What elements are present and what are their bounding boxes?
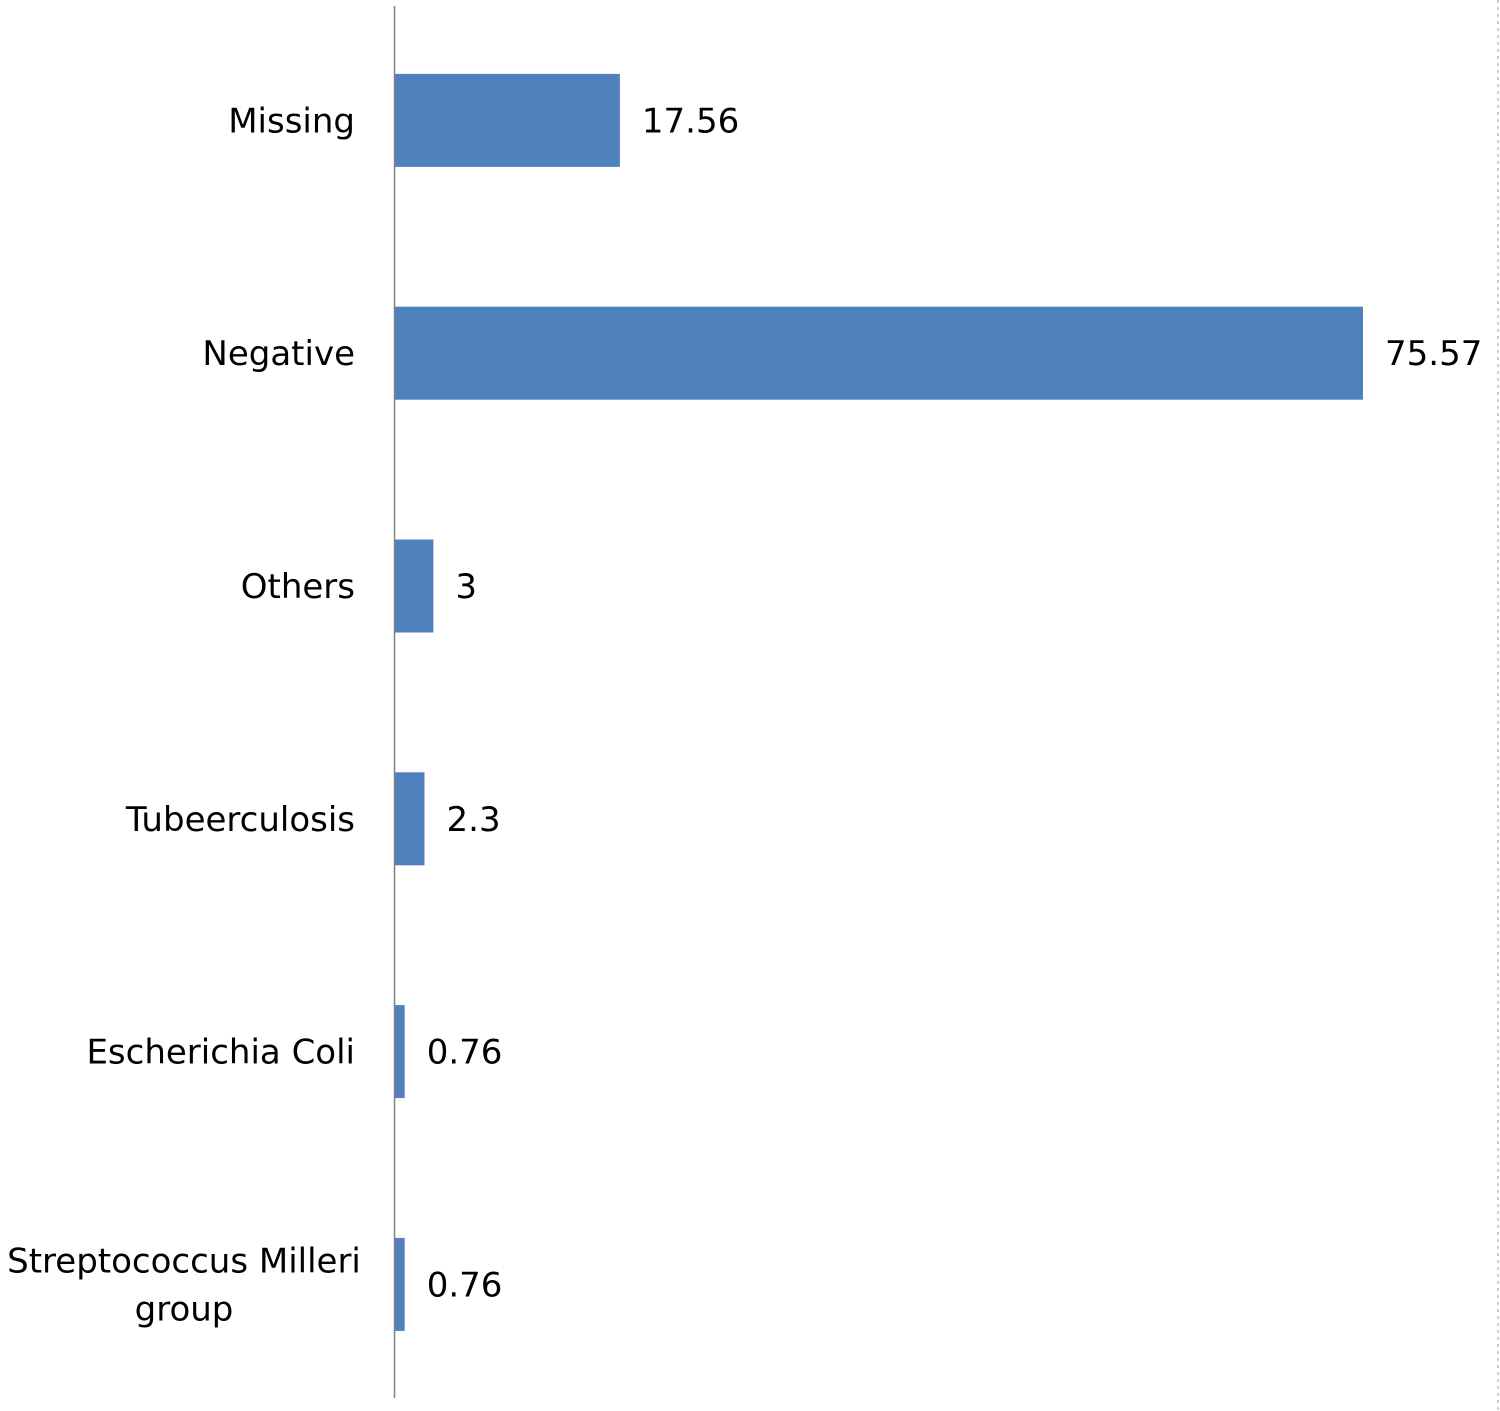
category-label-3: Tubeerculosis <box>125 800 355 840</box>
bar-4 <box>395 1005 405 1099</box>
category-label-4: Escherichia Coli <box>86 1033 355 1073</box>
labels-layer: 17.56 Missing 75.57 Negative 3 Others 2.3 Tubee… <box>7 101 1482 1329</box>
value-label-5: 0.76 <box>427 1265 503 1305</box>
value-label-0: 17.56 <box>642 101 739 141</box>
value-label-3: 2.3 <box>447 800 501 840</box>
value-label-1: 75.57 <box>1385 334 1482 374</box>
bar-3 <box>395 772 425 866</box>
value-label-2: 3 <box>455 567 477 607</box>
bars-layer <box>395 73 1363 1331</box>
category-label-2: Others <box>241 567 355 607</box>
category-label-5: Streptococcus Milleri group <box>7 1241 361 1329</box>
category-label-5-line-0: Streptococcus Milleri <box>7 1241 361 1281</box>
category-label-0: Missing <box>228 101 355 141</box>
value-label-4: 0.76 <box>427 1033 503 1073</box>
bar-1 <box>395 306 1363 400</box>
bar-0 <box>395 73 620 167</box>
bar-5 <box>395 1237 405 1331</box>
category-label-1: Negative <box>202 334 355 374</box>
category-label-5-line-1: group <box>135 1289 234 1329</box>
bar-2 <box>395 539 434 633</box>
